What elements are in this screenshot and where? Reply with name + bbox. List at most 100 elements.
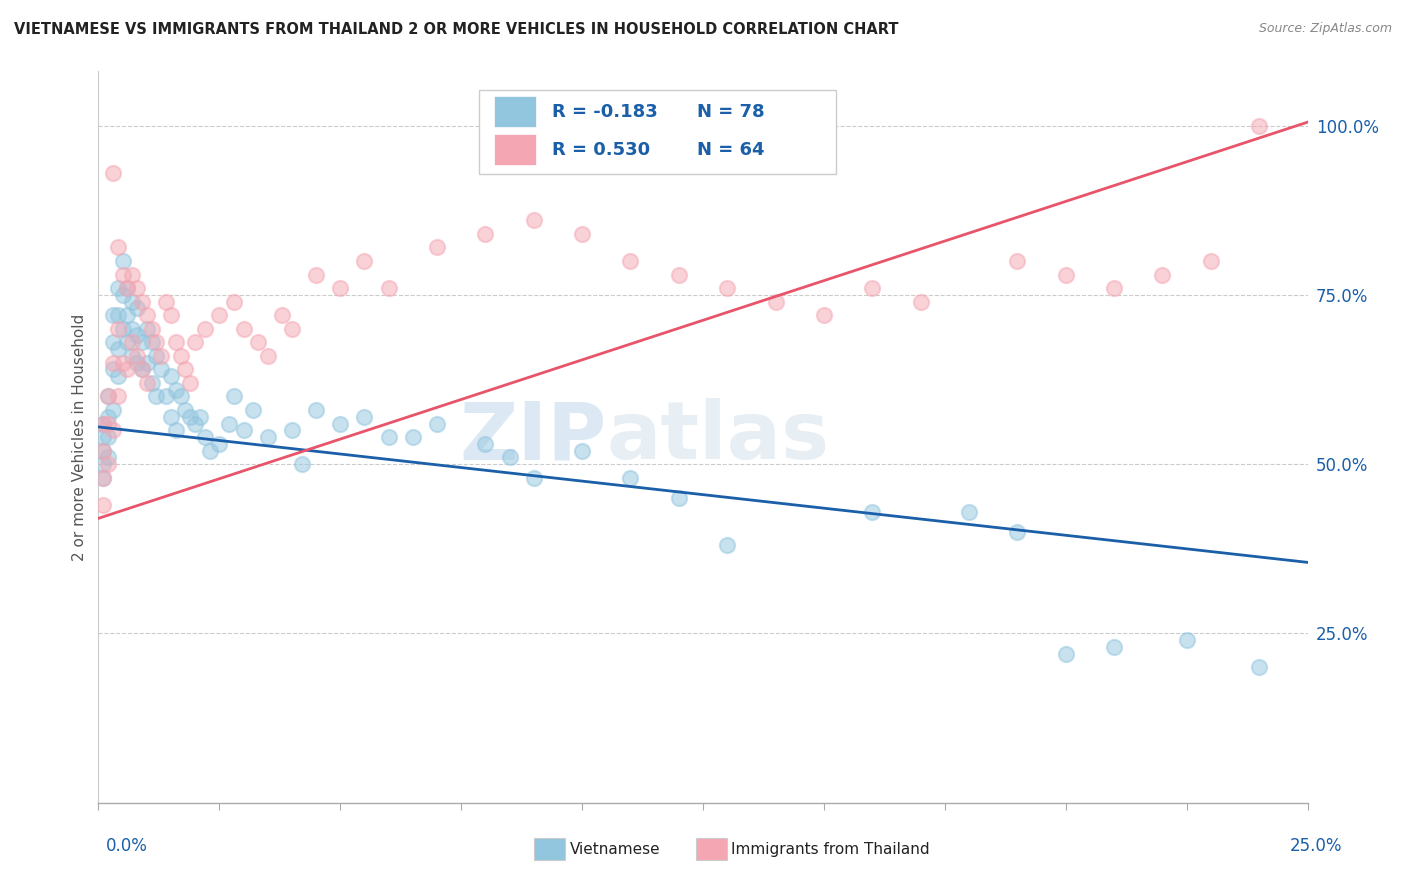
Point: [474, 227, 496, 241]
Point: [169, 389, 191, 403]
Point: [155, 389, 177, 403]
Text: 0.0%: 0.0%: [105, 837, 148, 855]
Point: [668, 268, 690, 282]
Text: VIETNAMESE VS IMMIGRANTS FROM THAILAND 2 OR MORE VEHICLES IN HOUSEHOLD CORRELATI: VIETNAMESE VS IMMIGRANTS FROM THAILAND 2…: [14, 22, 898, 37]
Point: [1102, 281, 1125, 295]
Point: [165, 335, 187, 350]
Point: [426, 417, 449, 431]
Point: [91, 443, 114, 458]
Point: [145, 335, 167, 350]
Point: [160, 308, 183, 322]
Point: [111, 254, 134, 268]
Text: R = -0.183: R = -0.183: [551, 103, 658, 120]
Point: [247, 335, 270, 350]
Point: [97, 417, 120, 431]
Point: [91, 443, 114, 458]
Bar: [494, 135, 536, 165]
Text: 25.0%: 25.0%: [1291, 837, 1343, 855]
Point: [402, 430, 425, 444]
Point: [111, 288, 134, 302]
Point: [232, 423, 254, 437]
Point: [101, 355, 124, 369]
Point: [232, 322, 254, 336]
Point: [290, 457, 312, 471]
Point: [101, 423, 124, 437]
Point: [97, 409, 120, 424]
Point: [571, 443, 593, 458]
Point: [131, 335, 153, 350]
Point: [281, 322, 304, 336]
Point: [619, 471, 641, 485]
Point: [194, 322, 217, 336]
Point: [1054, 647, 1077, 661]
Point: [256, 430, 278, 444]
Point: [860, 505, 883, 519]
Point: [101, 335, 124, 350]
Point: [107, 322, 129, 336]
Point: [174, 362, 197, 376]
Point: [668, 491, 690, 505]
Point: [97, 389, 120, 403]
Point: [523, 213, 546, 227]
Point: [716, 538, 738, 552]
Point: [426, 240, 449, 254]
Point: [169, 349, 191, 363]
Point: [179, 409, 201, 424]
Point: [121, 268, 143, 282]
Text: atlas: atlas: [606, 398, 830, 476]
Point: [619, 254, 641, 268]
Point: [523, 471, 546, 485]
Point: [107, 308, 129, 322]
Point: [121, 335, 143, 350]
Point: [111, 355, 134, 369]
Point: [121, 349, 143, 363]
Point: [242, 403, 264, 417]
Point: [160, 409, 183, 424]
Point: [184, 417, 207, 431]
Point: [91, 430, 114, 444]
Text: Immigrants from Thailand: Immigrants from Thailand: [731, 842, 929, 856]
Point: [117, 362, 139, 376]
Point: [498, 450, 520, 465]
Text: Source: ZipAtlas.com: Source: ZipAtlas.com: [1258, 22, 1392, 36]
Point: [145, 349, 167, 363]
Point: [222, 294, 245, 309]
Point: [571, 227, 593, 241]
Point: [716, 281, 738, 295]
Point: [121, 294, 143, 309]
Point: [97, 389, 120, 403]
Text: ZIP: ZIP: [458, 398, 606, 476]
Point: [101, 166, 124, 180]
Point: [208, 308, 231, 322]
FancyBboxPatch shape: [479, 90, 837, 174]
Point: [131, 294, 153, 309]
Text: N = 64: N = 64: [697, 141, 765, 159]
Point: [107, 240, 129, 254]
Point: [91, 471, 114, 485]
Point: [107, 389, 129, 403]
Point: [101, 403, 124, 417]
Point: [256, 349, 278, 363]
Point: [150, 362, 173, 376]
Point: [1054, 268, 1077, 282]
Point: [127, 301, 149, 316]
Point: [377, 430, 399, 444]
Point: [184, 335, 207, 350]
Point: [141, 335, 163, 350]
Point: [117, 335, 139, 350]
Point: [91, 417, 114, 431]
Point: [117, 281, 139, 295]
Point: [957, 505, 980, 519]
Point: [860, 281, 883, 295]
Point: [222, 389, 245, 403]
Point: [91, 498, 114, 512]
Point: [91, 417, 114, 431]
Point: [1249, 660, 1271, 674]
Point: [97, 430, 120, 444]
Point: [910, 294, 932, 309]
Point: [198, 443, 221, 458]
Point: [1007, 524, 1029, 539]
Point: [101, 308, 124, 322]
Point: [135, 308, 157, 322]
Point: [97, 450, 120, 465]
